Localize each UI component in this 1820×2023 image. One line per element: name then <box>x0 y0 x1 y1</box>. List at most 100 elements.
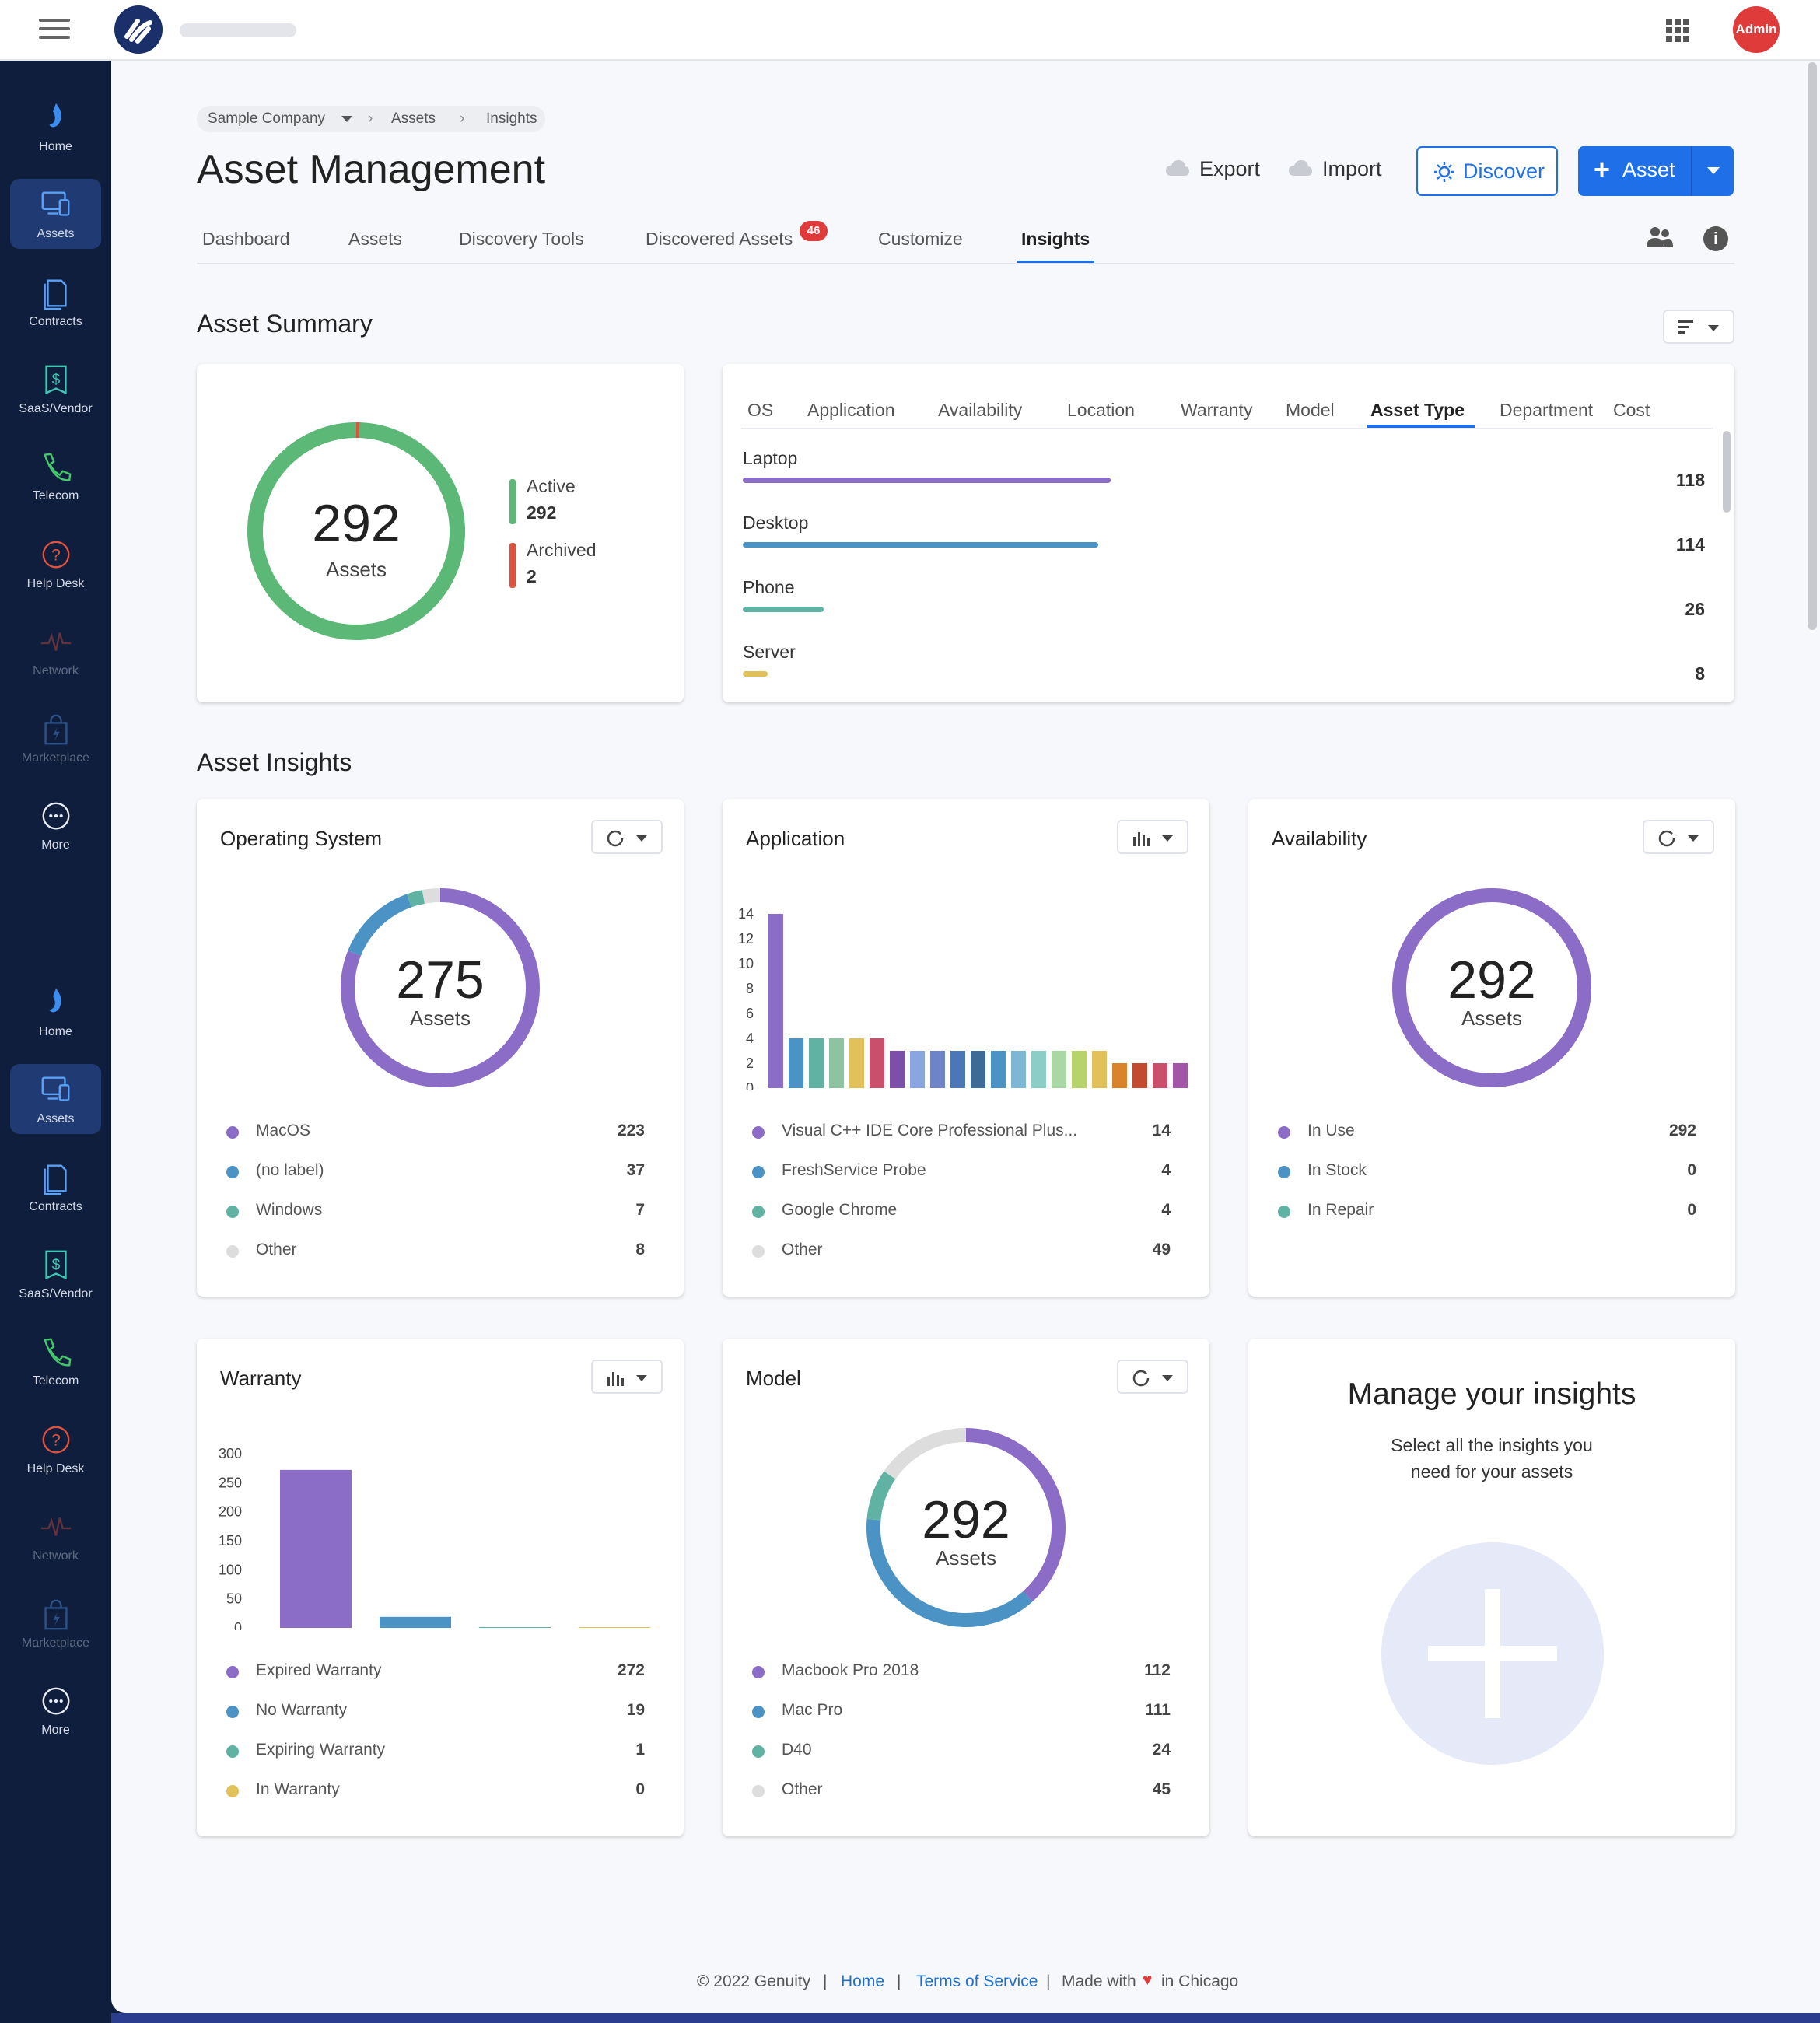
sidebar-item-contracts[interactable]: Contracts <box>10 1152 101 1222</box>
bar[interactable] <box>1031 1051 1046 1088</box>
tab-dashboard[interactable]: Dashboard <box>202 229 290 249</box>
bar[interactable] <box>910 1051 925 1088</box>
sidebar-item-saas-vendor[interactable]: $ SaaS/Vendor <box>10 1239 101 1309</box>
bar[interactable] <box>579 1627 650 1628</box>
sidebar-item-help-desk[interactable]: ? Help Desk <box>10 1414 101 1484</box>
sidebar-item-home[interactable]: Home <box>10 977 101 1047</box>
sidebar-item-assets[interactable]: Assets <box>10 1064 101 1135</box>
donut-slice-macbook-pro-2018[interactable] <box>965 1428 1066 1602</box>
warranty-legend-item[interactable]: In Warranty 0 <box>226 1779 645 1818</box>
sidebar-item-home[interactable]: Home <box>10 92 101 162</box>
tab-discovered-assets[interactable]: Discovered Assets <box>646 229 793 249</box>
bar[interactable] <box>380 1616 451 1628</box>
export-button[interactable]: Export <box>1165 156 1266 187</box>
donut-slice-other[interactable] <box>422 888 441 904</box>
sidebar-item-network[interactable]: Network <box>10 1501 101 1571</box>
availability-legend-item[interactable]: In Repair 0 <box>1278 1199 1696 1239</box>
users-settings-icon[interactable] <box>1646 226 1674 252</box>
model-chart-type-dropdown[interactable] <box>1117 1360 1188 1394</box>
subtab-application[interactable]: Application <box>807 400 895 420</box>
donut-slice-mac-pro[interactable] <box>866 1519 1033 1627</box>
tab-customize[interactable]: Customize <box>878 229 963 249</box>
warranty-legend-item[interactable]: No Warranty 19 <box>226 1699 645 1739</box>
sidebar-item-telecom[interactable]: Telecom <box>10 441 101 511</box>
user-avatar[interactable]: Admin <box>1733 6 1780 53</box>
bar[interactable] <box>1173 1063 1188 1088</box>
os-legend-item[interactable]: Other 8 <box>226 1239 645 1279</box>
os-legend-item[interactable]: (no label) 37 <box>226 1160 645 1199</box>
apps-grid-icon[interactable] <box>1664 17 1691 44</box>
model-legend-item[interactable]: Macbook Pro 2018 112 <box>752 1660 1171 1699</box>
asset-type-row[interactable]: Phone 26 <box>723 563 1734 628</box>
asset-type-row[interactable]: Desktop 114 <box>723 499 1734 563</box>
import-button[interactable]: Import <box>1288 156 1389 187</box>
bar[interactable] <box>930 1051 945 1088</box>
subtab-availability[interactable]: Availability <box>938 400 1023 420</box>
availability-legend-item[interactable]: In Stock 0 <box>1278 1160 1696 1199</box>
availability-chart-type-dropdown[interactable] <box>1643 820 1714 854</box>
application-legend-item[interactable]: Google Chrome 4 <box>752 1199 1171 1239</box>
sidebar-item-marketplace[interactable]: Marketplace <box>10 703 101 773</box>
warranty-chart-type-dropdown[interactable] <box>591 1360 663 1394</box>
sidebar-item-marketplace[interactable]: Marketplace <box>10 1588 101 1658</box>
subtab-cost[interactable]: Cost <box>1613 400 1650 420</box>
bar[interactable] <box>1052 1051 1066 1088</box>
add-asset-button[interactable]: + Asset <box>1578 146 1734 196</box>
application-legend-item[interactable]: Visual C++ IDE Core Professional Plus...… <box>752 1120 1171 1160</box>
breadcrumb-company[interactable]: Sample Company <box>208 110 326 127</box>
sidebar-item-telecom[interactable]: Telecom <box>10 1326 101 1396</box>
sidebar-item-assets[interactable]: Assets <box>10 179 101 250</box>
tab-insights[interactable]: Insights <box>1021 229 1090 249</box>
subtab-asset-type[interactable]: Asset Type <box>1370 400 1465 420</box>
summary-view-dropdown[interactable] <box>1663 310 1734 344</box>
asset-type-row[interactable]: Laptop 118 <box>723 434 1734 499</box>
breadcrumb-assets[interactable]: Assets <box>391 110 436 127</box>
os-legend-item[interactable]: MacOS 223 <box>226 1120 645 1160</box>
subtab-location[interactable]: Location <box>1067 400 1135 420</box>
application-chart-type-dropdown[interactable] <box>1117 820 1188 854</box>
chevron-down-icon[interactable] <box>341 116 352 122</box>
bar[interactable] <box>890 1051 905 1088</box>
bar[interactable] <box>1112 1063 1127 1088</box>
warranty-legend-item[interactable]: Expired Warranty 272 <box>226 1660 645 1699</box>
bar[interactable] <box>950 1051 965 1088</box>
subtab-warranty[interactable]: Warranty <box>1181 400 1253 420</box>
bar[interactable] <box>849 1038 864 1088</box>
donut-slice--no-label-[interactable] <box>348 894 412 957</box>
application-legend-item[interactable]: FreshService Probe 4 <box>752 1160 1171 1199</box>
asset-type-row[interactable]: Server 8 <box>723 628 1734 692</box>
hamburger-menu-icon[interactable] <box>39 19 70 42</box>
sidebar-item-contracts[interactable]: Contracts <box>10 267 101 337</box>
os-legend-item[interactable]: Windows 7 <box>226 1199 645 1239</box>
bar[interactable] <box>1011 1051 1026 1088</box>
donut-slice-in-use[interactable] <box>1392 888 1591 1087</box>
model-legend-item[interactable]: Mac Pro 111 <box>752 1699 1171 1739</box>
discover-button[interactable]: Discover <box>1416 146 1558 196</box>
app-logo-icon[interactable] <box>114 5 163 54</box>
bar[interactable] <box>809 1038 824 1088</box>
model-legend-item[interactable]: D40 24 <box>752 1739 1171 1779</box>
add-asset-dropdown-caret[interactable] <box>1707 167 1720 174</box>
bar[interactable] <box>479 1627 551 1628</box>
bar[interactable] <box>1072 1051 1087 1088</box>
model-legend-item[interactable]: Other 45 <box>752 1779 1171 1818</box>
add-insight-button[interactable] <box>1381 1542 1604 1765</box>
donut-slice-other[interactable] <box>884 1428 967 1479</box>
bar[interactable] <box>280 1469 352 1628</box>
bar[interactable] <box>870 1038 884 1088</box>
sidebar-item-more[interactable]: More <box>10 1675 101 1745</box>
footer-home-link[interactable]: Home <box>841 1972 885 1990</box>
page-scrollbar[interactable] <box>1808 62 1817 630</box>
donut-slice-d40[interactable] <box>866 1471 896 1521</box>
subtab-department[interactable]: Department <box>1500 400 1594 420</box>
sidebar-item-saas-vendor[interactable]: $ SaaS/Vendor <box>10 354 101 424</box>
bar[interactable] <box>789 1038 803 1088</box>
application-legend-item[interactable]: Other 49 <box>752 1239 1171 1279</box>
donut-slice-windows[interactable] <box>406 890 425 908</box>
bar[interactable] <box>1092 1051 1107 1088</box>
bar[interactable] <box>971 1051 985 1088</box>
availability-legend-item[interactable]: In Use 292 <box>1278 1120 1696 1160</box>
bar[interactable] <box>829 1038 844 1088</box>
subtab-os[interactable]: OS <box>747 400 774 420</box>
tab-discovery-tools[interactable]: Discovery Tools <box>459 229 584 249</box>
